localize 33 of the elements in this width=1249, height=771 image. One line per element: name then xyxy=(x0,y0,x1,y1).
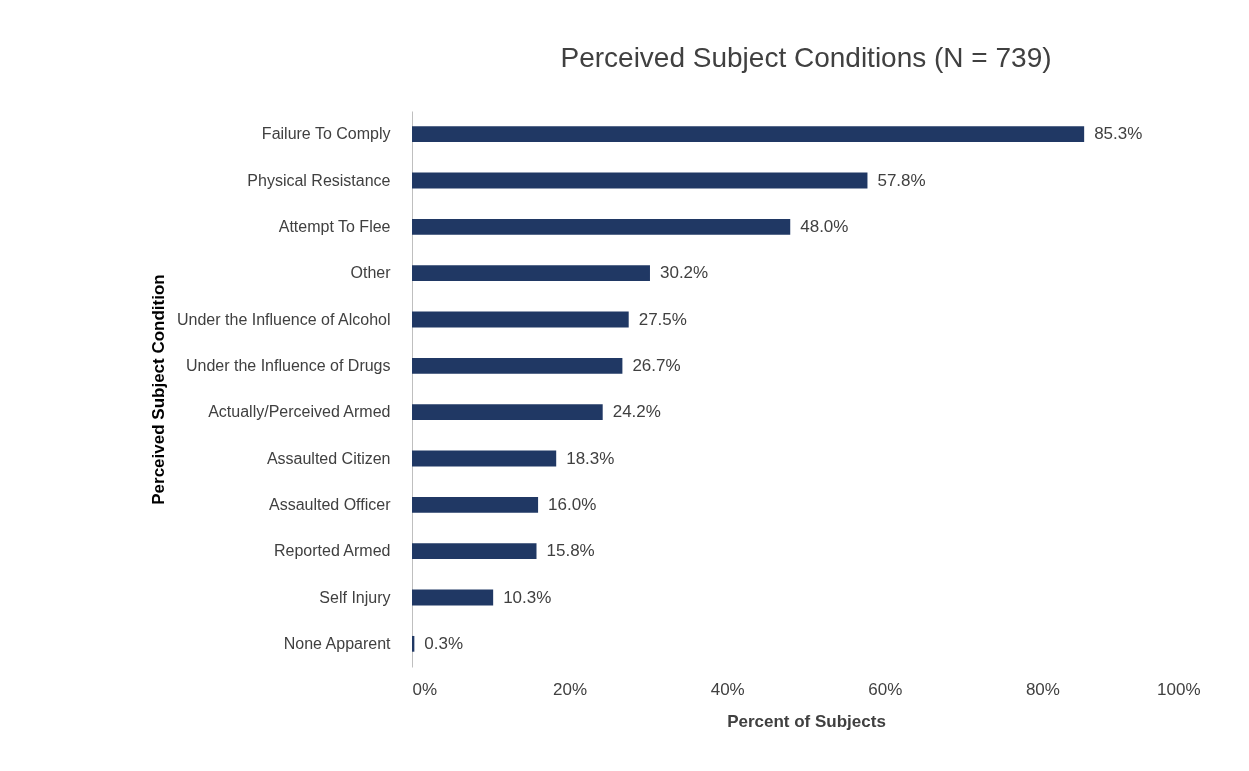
data-label: 30.2% xyxy=(659,263,709,283)
data-label: 48.0% xyxy=(800,216,849,236)
y-tick-label: Under the Influence of Drugs xyxy=(185,356,391,374)
data-label: 16.0% xyxy=(548,494,597,514)
y-tick-label: None Apparent xyxy=(283,634,392,652)
x-tick-label: 0% xyxy=(412,679,438,699)
y-tick-label: Reported Armed xyxy=(273,542,391,560)
x-tick-label: 80% xyxy=(1025,679,1060,699)
data-label: 27.5% xyxy=(638,309,687,329)
y-tick-label: Failure To Comply xyxy=(261,125,391,143)
data-label: 26.7% xyxy=(632,355,681,375)
chart-title: Perceived Subject Conditions (N = 739) xyxy=(560,42,1052,73)
x-tick-label: 20% xyxy=(553,679,588,699)
y-tick-label: Other xyxy=(350,264,392,282)
y-tick-label: Physical Resistance xyxy=(247,171,391,189)
data-label: 24.2% xyxy=(612,402,661,422)
data-label: 15.8% xyxy=(546,541,595,561)
y-tick-label: Assaulted Officer xyxy=(268,495,392,513)
data-label: 0.3% xyxy=(424,633,464,653)
x-tick-label: 60% xyxy=(868,679,903,699)
y-tick-label: Attempt To Flee xyxy=(278,217,391,235)
y-axis-title: Perceived Subject Condition xyxy=(148,274,168,505)
y-tick-label: Self Injury xyxy=(319,588,391,606)
x-tick-label: 40% xyxy=(710,679,745,699)
y-tick-label: Actually/Perceived Armed xyxy=(208,403,391,421)
y-tick-label: Assaulted Citizen xyxy=(266,449,391,467)
data-label: 18.3% xyxy=(566,448,615,468)
x-axis-title: Percent of Subjects xyxy=(727,711,886,731)
x-tick-label: 100% xyxy=(1157,679,1201,699)
data-label: 57.8% xyxy=(877,170,926,190)
y-tick-label: Under the Influence of Alcohol xyxy=(177,310,391,328)
data-label: 10.3% xyxy=(503,587,552,607)
data-label: 85.3% xyxy=(1094,124,1143,144)
